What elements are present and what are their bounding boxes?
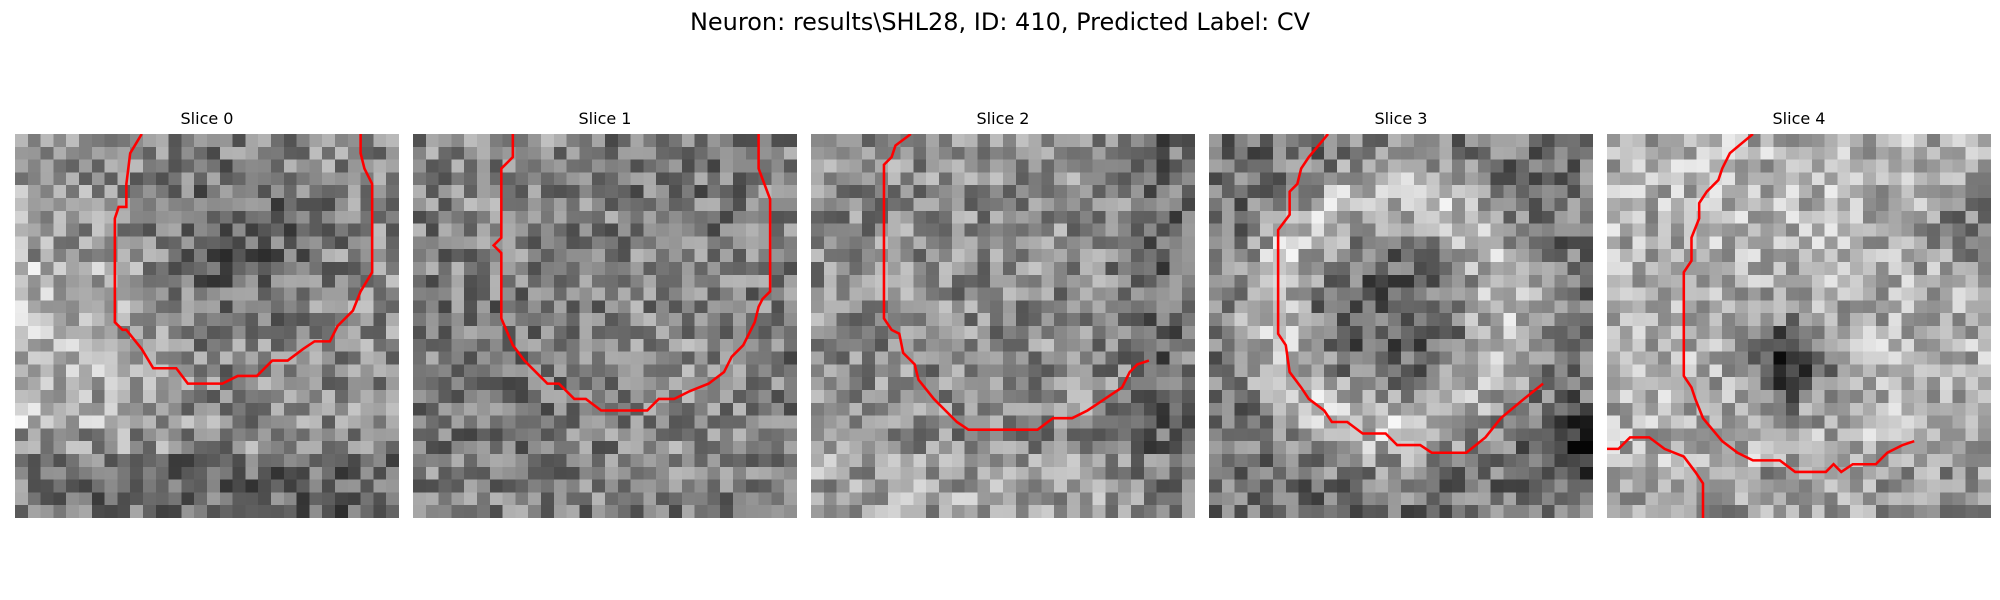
figure-title: Neuron: results\SHL28, ID: 410, Predicte… bbox=[689, 8, 1311, 36]
panel-title: Slice 1 bbox=[578, 109, 632, 128]
segmentation-contour bbox=[882, 134, 1150, 431]
slice-image bbox=[15, 134, 399, 518]
panel-title: Slice 2 bbox=[976, 109, 1030, 128]
slice-image bbox=[413, 134, 797, 518]
slice-image bbox=[811, 134, 1195, 518]
segmentation-contour-secondary bbox=[1607, 436, 1705, 518]
segmentation-contour bbox=[1276, 134, 1544, 454]
segmentation-contour bbox=[491, 134, 772, 412]
panel-title: Slice 3 bbox=[1374, 109, 1428, 128]
segmentation-contour bbox=[1682, 134, 1915, 474]
panel-title: Slice 0 bbox=[180, 109, 234, 128]
segmentation-contour bbox=[113, 134, 374, 385]
panel-title: Slice 4 bbox=[1772, 109, 1826, 128]
slice-image bbox=[1209, 134, 1593, 518]
slice-image bbox=[1607, 134, 1991, 518]
